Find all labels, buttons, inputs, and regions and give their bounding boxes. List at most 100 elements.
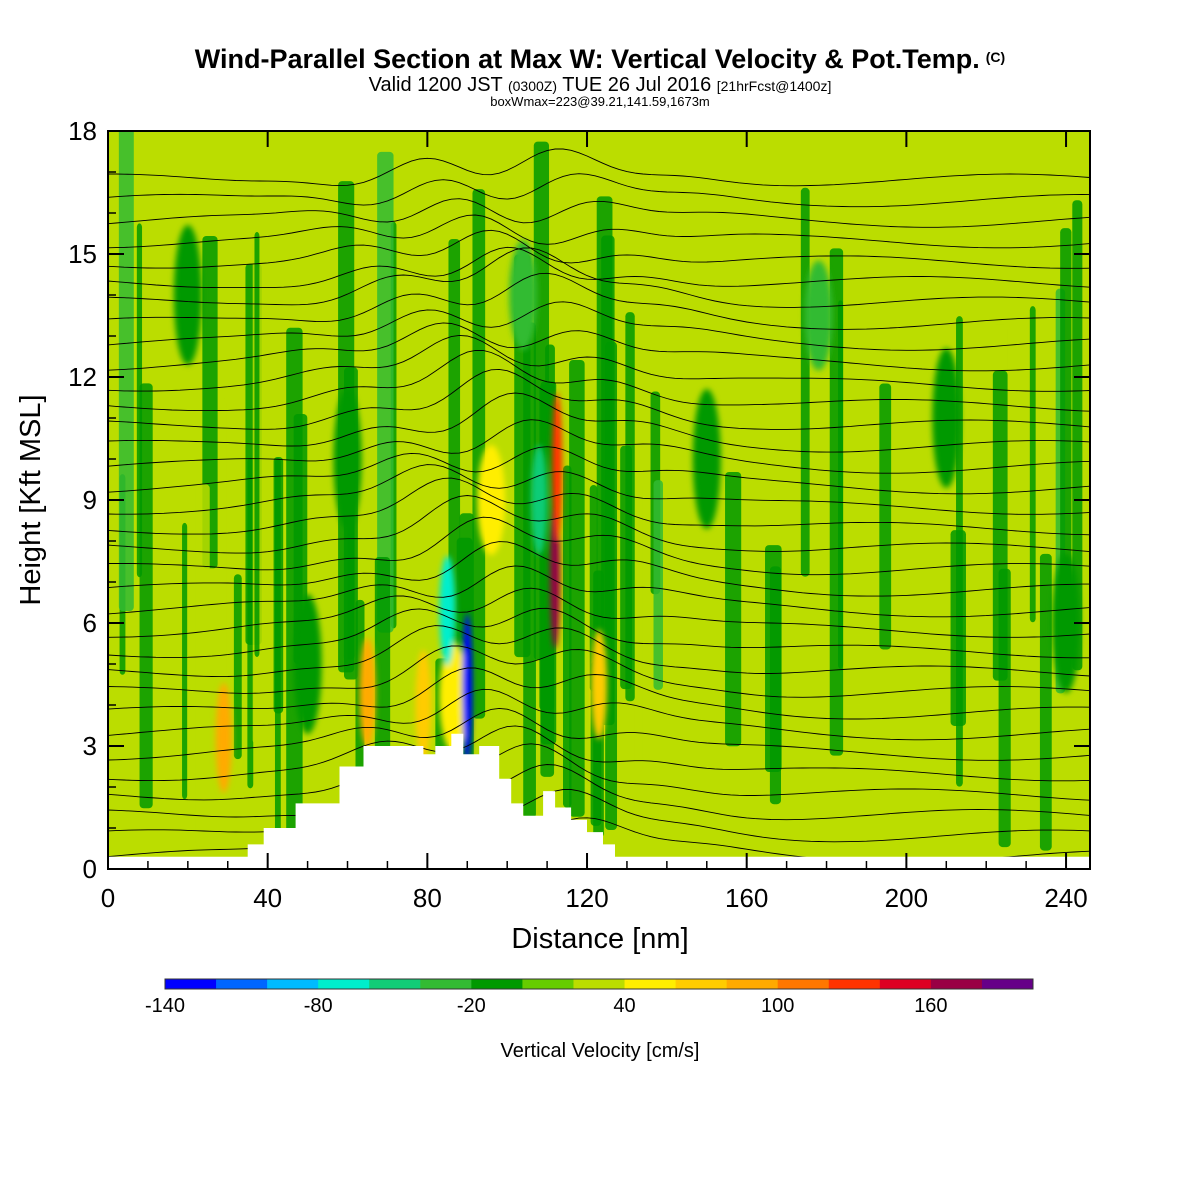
velocity-features: [173, 225, 1081, 793]
colorbar-swatch: [675, 979, 728, 989]
theta-contour: [108, 565, 1090, 618]
theta-contour: [108, 392, 1090, 453]
y-tick-label: 3: [83, 731, 97, 761]
velocity-streak: [233, 574, 242, 760]
colorbar-tick-label: -140: [145, 995, 185, 1017]
colorbar-swatch: [267, 979, 319, 989]
velocity-streak: [182, 522, 188, 800]
colorbar-tick-label: 160: [914, 995, 947, 1017]
x-tick-label: 200: [885, 883, 928, 913]
theta-contour: [108, 229, 1090, 269]
velocity-feature: [439, 555, 456, 666]
velocity-streak: [377, 151, 394, 633]
colorbar-swatch: [318, 979, 370, 989]
velocity-feature: [215, 682, 232, 793]
theta-contour: [108, 516, 1090, 576]
y-tick-label: 18: [68, 116, 97, 146]
colorbar-tick-label: 40: [613, 995, 635, 1017]
axis-ticks: [107, 130, 1090, 870]
velocity-feature: [359, 637, 376, 748]
colorbar-swatch: [165, 979, 217, 989]
colorbar-swatch: [471, 979, 523, 989]
velocity-streak: [523, 322, 536, 819]
x-tick-label: 0: [101, 883, 115, 913]
plot-area: [108, 131, 1090, 869]
velocity-streak: [1039, 553, 1052, 851]
theta-contour: [108, 645, 1090, 698]
velocity-feature: [462, 613, 473, 764]
colorbar-swatch: [216, 979, 268, 989]
velocity-feature: [293, 594, 322, 734]
chart-subtitle: Valid 1200 JST (0300Z) TUE 26 Jul 2016 […: [369, 74, 832, 96]
velocity-streak: [769, 566, 782, 805]
colorbar-swatch: [777, 979, 830, 989]
velocity-streak: [221, 398, 227, 716]
velocity-feature: [333, 389, 362, 529]
colorbar-frame: [164, 978, 1034, 990]
colorbar-tick-label: 100: [761, 995, 794, 1017]
velocity-feature: [509, 240, 538, 350]
theta-contour: [108, 246, 1090, 289]
theta-contour: [108, 625, 1090, 678]
theta-contour: [108, 587, 1090, 638]
x-tick-label: 40: [253, 883, 282, 913]
theta-contour: [108, 148, 1090, 187]
velocity-streak: [472, 189, 486, 719]
velocity-feature: [932, 348, 961, 488]
y-tick-label: 0: [83, 854, 97, 884]
colorbar-swatch: [624, 979, 677, 989]
velocity-streak: [725, 471, 742, 747]
theta-contour: [108, 368, 1090, 430]
y-tick-label: 15: [68, 239, 97, 269]
theta-contour: [108, 464, 1090, 515]
y-tick-label: 6: [83, 608, 97, 638]
velocity-streak: [195, 484, 210, 847]
velocity-streak: [136, 223, 143, 578]
velocity-streak: [1060, 228, 1072, 619]
x-tick-label: 240: [1044, 883, 1087, 913]
colorbar-swatch: [981, 979, 1034, 989]
theta-contour: [108, 541, 1090, 597]
theta-contour: [108, 607, 1090, 659]
velocity-streak: [569, 359, 585, 817]
velocity-streak: [634, 481, 643, 773]
theta-contour: [108, 173, 1090, 208]
theta-contour: [108, 419, 1090, 474]
theta-contour: [108, 743, 1090, 801]
colorbar-swatch: [369, 979, 421, 989]
theta-contour: [108, 214, 1090, 249]
velocity-streak: [374, 556, 391, 750]
y-tick-label: 12: [68, 362, 97, 392]
colorbar-swatch: [726, 979, 779, 989]
x-tick-label: 160: [725, 883, 768, 913]
colorbar-swatch: [522, 979, 574, 989]
theta-contour: [108, 495, 1090, 554]
theta-contour: [108, 322, 1090, 372]
velocity-streak: [653, 480, 663, 690]
colorbar-swatch: [828, 979, 881, 989]
colorbar: [164, 978, 1034, 990]
theta-contour: [108, 667, 1090, 720]
velocity-streak: [620, 445, 632, 690]
chart-title: Wind-Parallel Section at Max W: Vertical…: [195, 44, 1005, 74]
colorbar-swatch: [879, 979, 932, 989]
y-tick-label: 9: [83, 485, 97, 515]
colorbar-tick-labels: -140 -80 -20 40 100 160: [145, 995, 948, 1017]
theta-contour: [108, 764, 1090, 821]
chart-subtitle-2: boxWmax=223@39.21,141.59,1673m: [490, 94, 710, 109]
x-tick-label: 80: [413, 883, 442, 913]
y-axis-label: Height [Kft MSL]: [15, 394, 47, 605]
velocity-feature: [552, 392, 563, 543]
velocity-feature: [173, 225, 202, 365]
velocity-streak: [950, 530, 966, 726]
theta-contour: [108, 272, 1090, 330]
theta-contour: [108, 707, 1090, 761]
velocity-feature: [531, 445, 548, 555]
theta-contour: [108, 349, 1090, 412]
theta-contour: [108, 688, 1090, 741]
velocity-streak: [601, 235, 615, 726]
colorbar-swatch: [420, 979, 472, 989]
theta-contour: [108, 725, 1090, 782]
colorbar-swatch: [930, 979, 983, 989]
